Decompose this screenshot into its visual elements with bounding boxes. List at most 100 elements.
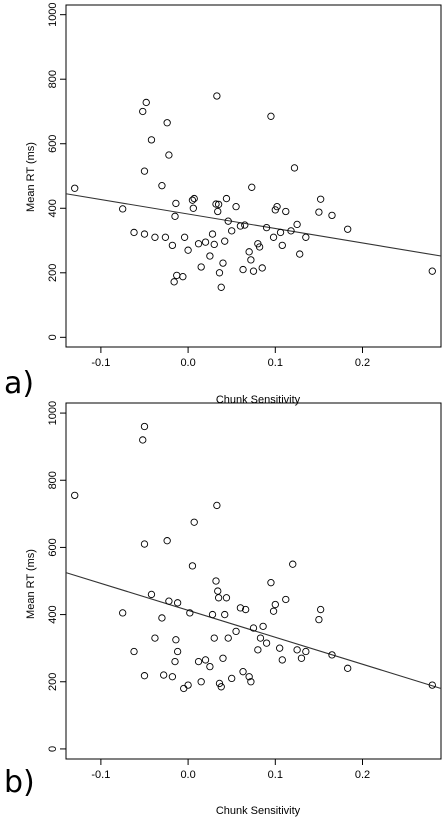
data-point: [184, 681, 192, 689]
x-tick-label: -0.1: [91, 357, 110, 369]
data-point: [287, 227, 295, 235]
data-point: [173, 599, 182, 607]
data-point: [222, 194, 231, 203]
data-point: [315, 615, 323, 624]
data-point: [168, 241, 177, 250]
data-point: [147, 590, 156, 599]
data-point: [282, 207, 290, 216]
data-point: [289, 560, 297, 568]
data-point: [194, 240, 203, 248]
data-point: [213, 92, 221, 100]
regression-line: [65, 193, 442, 257]
data-point: [247, 256, 255, 264]
data-point: [179, 273, 187, 281]
data-point: [428, 267, 436, 275]
data-point: [293, 220, 301, 229]
data-point: [158, 182, 166, 190]
data-point: [140, 540, 149, 548]
data-point: [210, 634, 218, 642]
data-point: [256, 634, 265, 642]
data-point: [151, 634, 159, 642]
data-point: [188, 562, 197, 570]
data-point: [259, 622, 267, 630]
panel-label: b): [4, 765, 35, 800]
data-point: [215, 269, 224, 277]
data-point: [328, 211, 336, 220]
y-tick-label: 400: [47, 199, 59, 217]
data-point: [267, 112, 275, 120]
data-point: [210, 240, 218, 249]
plot-frame: [65, 402, 442, 760]
data-point: [271, 600, 279, 609]
data-point: [344, 225, 352, 233]
x-axis-title: Chunk Sensitivity: [216, 394, 301, 406]
data-point: [344, 664, 352, 672]
plot-frame: [65, 4, 442, 348]
y-tick-label: 800: [47, 70, 59, 88]
data-point: [276, 644, 284, 652]
data-point: [140, 167, 149, 175]
data-point: [236, 604, 245, 612]
data-point: [254, 646, 262, 654]
data-point: [206, 252, 214, 260]
data-point: [180, 233, 189, 241]
data-point: [255, 243, 264, 251]
data-point: [173, 271, 181, 280]
data-point: [214, 587, 222, 595]
data-point: [71, 491, 79, 500]
x-tick-label: -0.1: [91, 769, 110, 781]
data-point: [302, 233, 310, 241]
data-point: [188, 196, 197, 204]
data-point: [171, 657, 179, 666]
data-point: [269, 233, 278, 241]
data-point: [428, 681, 436, 689]
x-tick-label: 0.2: [355, 357, 370, 369]
x-tick-label: 0.0: [180, 769, 195, 781]
data-point: [170, 278, 178, 286]
data-point: [278, 656, 286, 664]
data-point: [249, 267, 258, 275]
data-point: [158, 614, 166, 622]
data-point: [217, 283, 225, 291]
data-point: [232, 627, 240, 636]
data-point: [242, 605, 250, 614]
data-point: [217, 683, 225, 691]
data-point: [239, 668, 247, 676]
y-tick-label: 1000: [47, 2, 59, 26]
data-point: [328, 651, 336, 659]
y-tick-label: 400: [47, 605, 59, 623]
data-point: [190, 518, 198, 526]
data-point: [142, 98, 150, 107]
data-point: [165, 597, 173, 605]
y-tick-label: 0: [47, 746, 59, 752]
y-tick-label: 800: [47, 471, 59, 489]
data-point: [197, 678, 205, 686]
data-point: [161, 233, 170, 241]
chart-panel-b: b) Chunk Sensitivity Mean RT (ms) -0.1 0.…: [4, 401, 442, 817]
y-tick-label: 1000: [47, 401, 59, 425]
data-point: [184, 246, 192, 254]
data-point: [236, 222, 245, 230]
x-axis-title: Chunk Sensitivity: [216, 805, 301, 817]
data-point: [290, 164, 299, 172]
data-point: [214, 200, 223, 209]
data-point: [206, 662, 214, 671]
data-point: [228, 674, 236, 683]
data-point: [317, 605, 325, 614]
x-tick-label: 0.1: [268, 357, 283, 369]
data-point: [130, 228, 138, 237]
data-point: [168, 673, 177, 681]
data-point: [213, 501, 221, 510]
data-point: [269, 607, 278, 615]
data-point: [212, 200, 220, 208]
data-point: [197, 263, 205, 271]
data-point: [232, 203, 240, 211]
data-point: [208, 610, 217, 619]
data-point: [147, 136, 156, 144]
data-point: [119, 205, 127, 213]
data-point: [160, 671, 168, 679]
data-point: [140, 230, 149, 238]
data-point: [315, 208, 323, 216]
data-point: [130, 647, 138, 656]
